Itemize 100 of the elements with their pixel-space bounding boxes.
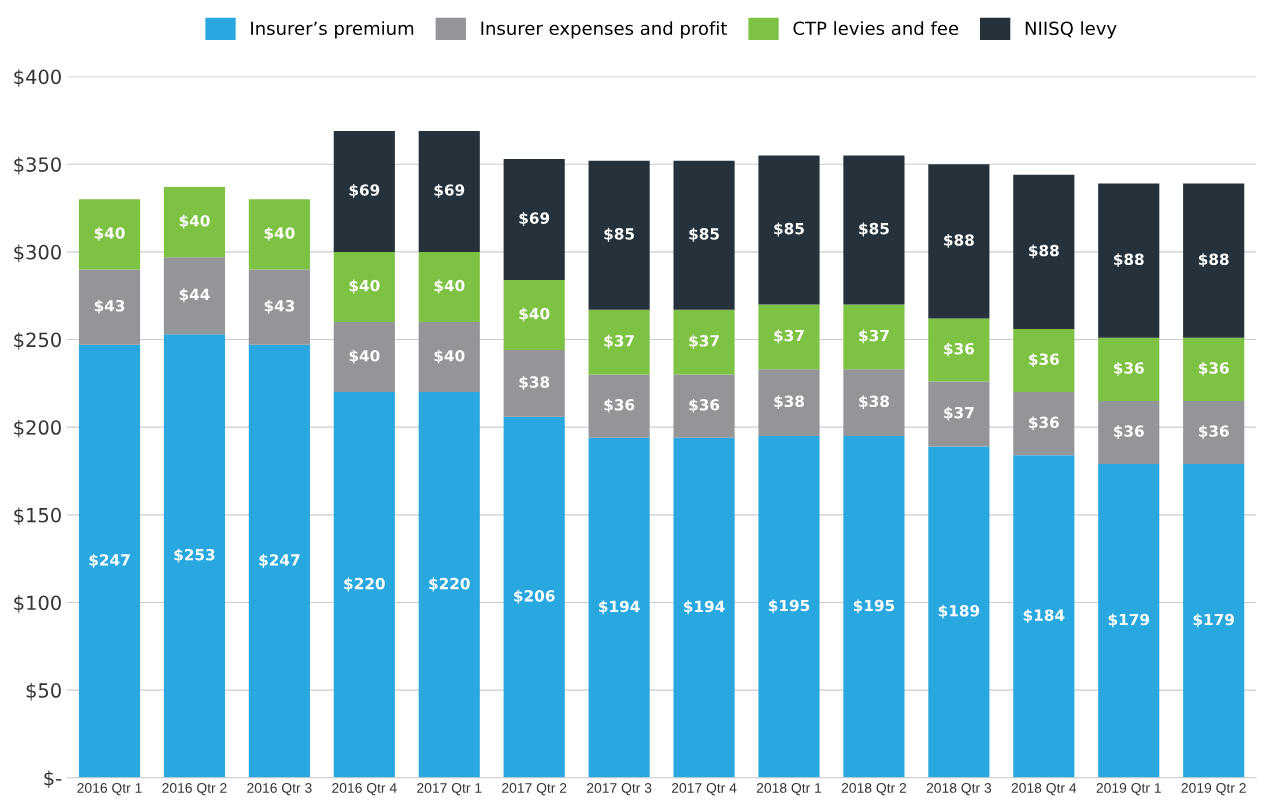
- bar: [333, 392, 395, 778]
- data-label: $195: [853, 599, 895, 614]
- y-tick-label: $-: [44, 770, 62, 789]
- bar: [843, 435, 905, 778]
- data-label: $88: [1113, 253, 1144, 268]
- y-tick-label: $400: [14, 69, 61, 87]
- y-tick-label: $150: [14, 507, 61, 526]
- bar: [928, 318, 990, 382]
- x-tick-label: 2017 Qtr 4: [671, 783, 737, 796]
- bar: [503, 158, 565, 280]
- x-tick-label: 2017 Qtr 2: [502, 783, 567, 796]
- x-tick-label: 2016 Qtr 1: [77, 783, 142, 796]
- bar: [503, 279, 565, 351]
- data-label: $220: [344, 577, 385, 592]
- data-label: $206: [514, 589, 555, 604]
- data-label: $195: [768, 599, 810, 614]
- data-label: $85: [774, 222, 804, 237]
- legend-label: Insurer’s premium: [251, 21, 414, 39]
- bar: [843, 155, 905, 305]
- x-tick-label: 2018 Qtr 4: [1011, 783, 1077, 796]
- data-label: $184: [1023, 609, 1065, 623]
- bar: [928, 164, 990, 319]
- x-tick-label: 2017 Qtr 1: [417, 783, 482, 796]
- data-label: $38: [859, 395, 889, 410]
- data-label: $220: [429, 577, 470, 592]
- data-label: $36: [1029, 416, 1059, 431]
- bar: [1098, 463, 1160, 778]
- data-label: $37: [604, 334, 634, 349]
- bar: [843, 304, 905, 370]
- data-label: $36: [1113, 425, 1144, 439]
- bar: [758, 369, 820, 436]
- bar: [1098, 183, 1160, 338]
- data-label: $36: [689, 398, 720, 413]
- data-label: $40: [349, 349, 380, 364]
- data-label: $36: [1029, 353, 1059, 368]
- bar: [673, 374, 735, 438]
- bar: [758, 304, 820, 370]
- data-label: $38: [774, 395, 804, 410]
- bar: [1183, 463, 1245, 778]
- bar: [248, 269, 310, 345]
- bar: [78, 199, 141, 270]
- bar: [418, 251, 480, 322]
- bar: [418, 322, 480, 393]
- bar: [588, 437, 650, 778]
- data-label: $85: [604, 227, 635, 242]
- bar: [1183, 400, 1245, 464]
- bar: [1183, 337, 1245, 401]
- y-tick-label: $50: [26, 682, 61, 701]
- data-label: $189: [938, 604, 980, 619]
- bar: [928, 446, 990, 778]
- x-tick-label: 2017 Qtr 3: [587, 783, 652, 796]
- data-label: $37: [944, 406, 974, 421]
- data-label: $69: [349, 184, 380, 198]
- data-label: $40: [434, 349, 465, 364]
- bar: [588, 374, 650, 438]
- legend-label: NIISQ levy: [1025, 21, 1117, 39]
- bar: [1098, 337, 1160, 401]
- y-tick-label: $350: [14, 156, 61, 175]
- bar: [673, 309, 735, 375]
- bar: [1013, 392, 1075, 456]
- bar: [418, 130, 480, 252]
- data-label: $40: [519, 307, 550, 322]
- data-label: $179: [1108, 613, 1150, 628]
- data-label: $40: [264, 226, 295, 241]
- data-label: $88: [1029, 244, 1059, 259]
- bar: [503, 350, 565, 417]
- x-tick-label: 2018 Qtr 1: [756, 783, 822, 796]
- data-label: $37: [774, 329, 804, 344]
- bar: [758, 155, 820, 305]
- x-tick-label: 2019 Qtr 2: [1181, 783, 1246, 796]
- data-label: $69: [434, 184, 465, 198]
- y-tick-label: $100: [14, 595, 61, 613]
- bar: [1098, 400, 1160, 464]
- bar: [248, 344, 310, 778]
- data-label: $36: [944, 342, 974, 357]
- y-tick-label: $250: [14, 332, 61, 350]
- bar: [78, 269, 141, 345]
- data-label: $40: [94, 226, 125, 241]
- bar: [928, 381, 990, 447]
- x-tick-label: 2016 Qtr 4: [332, 783, 397, 796]
- data-label: $40: [179, 214, 210, 229]
- data-label: $40: [349, 279, 380, 294]
- data-label: $37: [859, 329, 889, 344]
- data-label: $38: [519, 375, 550, 390]
- bar: [1013, 329, 1075, 393]
- data-label: $44: [179, 288, 210, 303]
- data-label: $36: [1113, 361, 1144, 376]
- data-label: $36: [1198, 425, 1229, 439]
- data-label: $88: [944, 233, 974, 248]
- bar: [843, 369, 905, 436]
- bar: [503, 416, 565, 778]
- data-label: $179: [1193, 613, 1234, 628]
- bar: [333, 322, 395, 393]
- x-tick-label: 2018 Qtr 3: [926, 783, 992, 796]
- bar: [588, 309, 650, 375]
- bar: [418, 392, 480, 778]
- data-label: $194: [684, 600, 725, 615]
- x-tick-label: 2018 Qtr 2: [841, 783, 907, 796]
- x-tick-label: 2019 Qtr 1: [1096, 783, 1161, 796]
- bar: [1013, 174, 1075, 330]
